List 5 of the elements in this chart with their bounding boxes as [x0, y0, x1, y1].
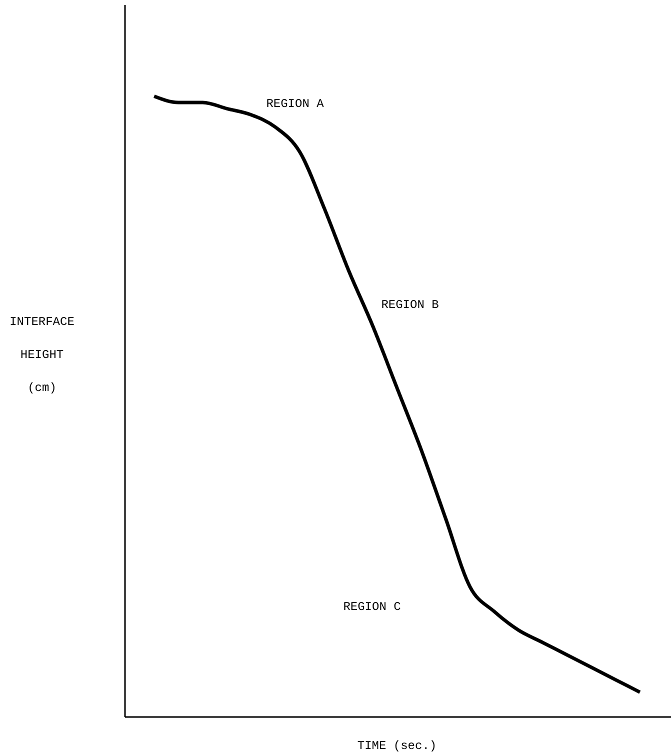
annotation: REGION A [266, 97, 325, 111]
annotation: REGION C [343, 600, 401, 614]
annotation: REGION B [381, 298, 439, 312]
text: INTERFACE HEIGHT (cm) [10, 315, 74, 395]
x-axis-title: TIME (sec.) [357, 739, 437, 753]
